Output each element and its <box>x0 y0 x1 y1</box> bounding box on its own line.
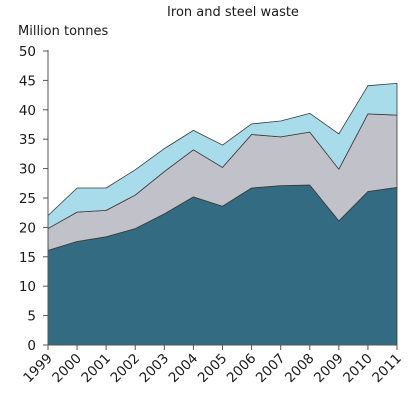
x-tick-label: 2003 <box>137 351 173 387</box>
y-tick-label: 10 <box>19 279 36 295</box>
x-tick-label: 2006 <box>224 351 260 387</box>
x-tick-label: 2011 <box>369 351 405 387</box>
x-tick-label: 2010 <box>340 351 376 387</box>
y-tick-label: 40 <box>19 103 36 119</box>
x-tick-label: 2008 <box>282 351 318 387</box>
y-tick-label: 50 <box>19 44 36 60</box>
y-tick-label: 5 <box>27 309 36 325</box>
y-tick-label: 0 <box>27 338 36 354</box>
x-tick-label: 2000 <box>49 351 85 387</box>
chart-areas <box>47 82 398 346</box>
y-tick-label: 45 <box>19 73 36 89</box>
y-tick-label: 15 <box>19 250 36 266</box>
x-tick-label: 2002 <box>107 351 143 387</box>
x-tick-label: 2007 <box>253 351 289 387</box>
y-axis-label: Million tonnes <box>18 24 109 39</box>
x-tick-label: 2005 <box>195 351 231 387</box>
y-tick-label: 35 <box>19 132 36 148</box>
y-tick-label: 25 <box>19 191 36 207</box>
x-tick-label: 1999 <box>20 351 56 387</box>
x-tick-label: 2009 <box>311 351 347 387</box>
x-tick-label: 2004 <box>166 351 202 387</box>
area-series-3 <box>47 82 398 229</box>
y-tick-label: 30 <box>19 162 36 178</box>
y-tick-labels: 0 5 10 15 20 25 30 35 40 45 50 <box>19 44 48 354</box>
chart-title: Iron and steel waste <box>167 5 299 20</box>
x-tick-label: 2001 <box>78 351 114 387</box>
y-tick-label: 20 <box>19 220 36 236</box>
x-tick-labels: 1999200020012002200320042005200620072008… <box>20 345 405 386</box>
